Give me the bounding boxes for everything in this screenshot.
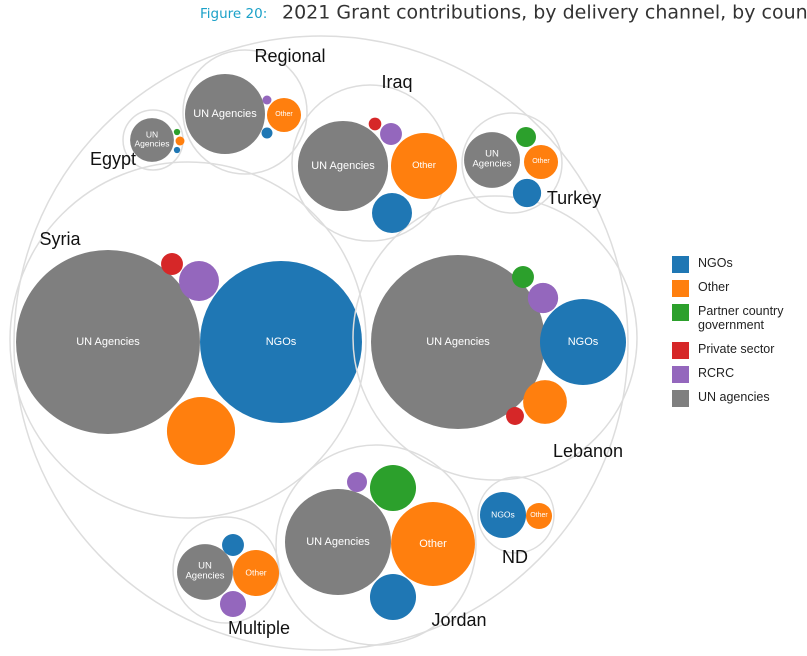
group-label: Jordan bbox=[431, 610, 486, 630]
bubble-label: NGOs bbox=[491, 509, 515, 520]
bubble bbox=[177, 544, 233, 600]
legend-item: Other bbox=[672, 280, 798, 297]
bubble-label: UN Agencies bbox=[426, 335, 490, 348]
legend-item: NGOs bbox=[672, 256, 798, 273]
legend-swatch bbox=[672, 390, 689, 407]
group-circle bbox=[352, 195, 638, 481]
bubble-label: UN Agencies bbox=[306, 535, 370, 548]
bubble bbox=[232, 549, 280, 597]
bubble bbox=[391, 502, 475, 586]
legend-label: Partner country government bbox=[698, 304, 784, 332]
outer-circle bbox=[13, 35, 629, 651]
legend-item: Partner country government bbox=[672, 304, 798, 332]
bubble bbox=[523, 380, 567, 424]
bubble bbox=[200, 261, 362, 423]
bubble bbox=[512, 178, 542, 208]
bubble bbox=[369, 573, 417, 621]
figure-label: Figure 20: bbox=[200, 6, 267, 22]
group-label: Syria bbox=[39, 229, 81, 249]
group-label: Egypt bbox=[90, 149, 136, 169]
group-circle bbox=[477, 476, 555, 554]
legend-item: RCRC bbox=[672, 366, 798, 383]
bubble-label: UN Agencies bbox=[76, 335, 140, 348]
bubble-label: Other bbox=[412, 159, 436, 171]
bubble bbox=[506, 407, 524, 425]
bubble bbox=[370, 254, 546, 430]
bubble bbox=[369, 464, 417, 512]
bubble bbox=[479, 491, 527, 539]
group-label: ND bbox=[502, 547, 528, 567]
bubble bbox=[464, 132, 520, 188]
bubble bbox=[372, 193, 412, 233]
legend-swatch bbox=[672, 280, 689, 297]
legend-swatch bbox=[672, 342, 689, 359]
bubble bbox=[523, 144, 559, 180]
bubble bbox=[166, 396, 236, 466]
legend-item: Private sector bbox=[672, 342, 798, 359]
bubble-label: Other bbox=[530, 512, 548, 520]
bubble bbox=[368, 117, 382, 131]
bubble bbox=[175, 136, 185, 146]
bubble bbox=[173, 146, 181, 154]
bubble bbox=[173, 128, 181, 136]
bubble bbox=[161, 253, 183, 275]
bubble bbox=[219, 590, 247, 618]
bubble bbox=[525, 502, 553, 530]
group-circle bbox=[182, 49, 308, 175]
group-label: Lebanon bbox=[553, 441, 623, 461]
bubble-label: UN Agencies bbox=[193, 107, 257, 120]
bubble bbox=[222, 534, 244, 556]
legend-label: Other bbox=[698, 280, 730, 294]
bubble bbox=[512, 266, 534, 288]
bubble bbox=[390, 132, 458, 200]
bubble-label: UN Agencies bbox=[311, 159, 375, 172]
bubble bbox=[347, 472, 367, 492]
group-circle bbox=[9, 161, 367, 519]
legend-swatch bbox=[672, 256, 689, 273]
chart-title: 2021 Grant contributions, by delivery ch… bbox=[282, 2, 807, 24]
bubble-label: Other bbox=[532, 158, 550, 166]
legend: NGOs Other Partner country government Priva… bbox=[672, 256, 798, 414]
bubble bbox=[130, 118, 174, 162]
legend-item: UN agencies bbox=[672, 390, 798, 407]
legend-swatch bbox=[672, 366, 689, 383]
bubble-label: UN Agencies bbox=[472, 148, 512, 170]
group-circle bbox=[461, 112, 563, 214]
group-label: Regional bbox=[254, 46, 325, 66]
group-label: Turkey bbox=[547, 188, 601, 208]
legend-label: Private sector bbox=[698, 342, 775, 356]
legend-swatch bbox=[672, 304, 689, 321]
legend-label: UN agencies bbox=[698, 390, 770, 404]
bubble bbox=[16, 250, 200, 434]
bubble bbox=[297, 120, 389, 212]
bubble bbox=[179, 261, 219, 301]
legend-label: NGOs bbox=[698, 256, 733, 270]
bubble bbox=[539, 298, 627, 386]
group-circle bbox=[275, 444, 477, 646]
bubble-label: NGOs bbox=[265, 335, 297, 348]
bubble-label: UN Agencies bbox=[134, 129, 170, 149]
legend-label: RCRC bbox=[698, 366, 735, 380]
bubble bbox=[261, 127, 273, 139]
bubble bbox=[284, 488, 392, 596]
bubble-label: Other bbox=[275, 111, 293, 119]
bubble-label: Other bbox=[419, 537, 447, 550]
bubble bbox=[262, 95, 272, 105]
group-label: Multiple bbox=[228, 618, 290, 638]
bubble bbox=[516, 127, 536, 147]
bubble-label: Other bbox=[245, 567, 267, 578]
bubble-label: NGOs bbox=[567, 335, 599, 348]
bubble-label: UN Agencies bbox=[185, 560, 225, 582]
bubble bbox=[380, 123, 402, 145]
bubble bbox=[527, 282, 559, 314]
bubble bbox=[266, 97, 302, 133]
group-circle bbox=[172, 516, 280, 624]
group-label: Iraq bbox=[381, 72, 412, 92]
bubble bbox=[185, 74, 265, 154]
